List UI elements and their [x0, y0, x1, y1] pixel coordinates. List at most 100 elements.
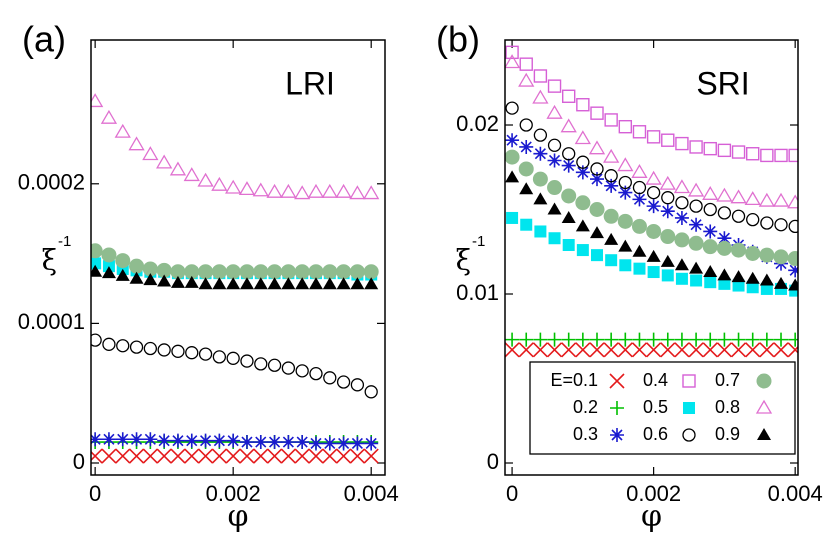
marker-plus — [519, 332, 534, 347]
marker-star — [561, 158, 576, 173]
y-tick-label: 0.0001 — [18, 309, 85, 334]
marker-square — [690, 274, 703, 287]
marker-triangle-open — [518, 72, 535, 87]
panel: (b) SRI ξ-1 φ 0 0.01 0.02 0 0.002 0.004 E=0.1 0.2 0.… — [436, 19, 823, 534]
marker-triangle — [350, 277, 365, 290]
marker-triangle-open — [349, 185, 366, 200]
x-axis-label: φ — [227, 499, 248, 534]
marker-star — [632, 192, 647, 207]
marker-triangle-open — [91, 93, 104, 108]
marker-circle-open — [576, 155, 590, 169]
marker-square-open — [590, 106, 604, 120]
marker-square-open — [774, 148, 788, 163]
marker-x — [617, 342, 633, 358]
marker-triangle-open — [787, 194, 798, 209]
marker-star — [198, 433, 213, 448]
marker-square — [619, 259, 632, 272]
marker-circle — [745, 245, 761, 261]
marker-square — [732, 279, 745, 292]
marker-circle-open — [212, 350, 227, 364]
marker-x — [128, 448, 145, 464]
marker-plus — [505, 332, 520, 347]
plot-frame — [504, 39, 799, 476]
marker-plus — [759, 332, 774, 347]
marker-triangle — [184, 275, 199, 288]
marker-triangle — [533, 192, 548, 205]
marker-x — [532, 342, 548, 358]
marker-square-open — [533, 69, 548, 83]
marker-square — [647, 266, 660, 279]
marker-circle-open — [505, 101, 519, 115]
marker-triangle — [115, 268, 130, 281]
marker-circle — [547, 180, 563, 196]
marker-plus — [717, 332, 732, 347]
marker-x — [518, 342, 534, 358]
marker-x — [211, 448, 227, 464]
legend-marker — [610, 428, 624, 442]
marker-triangle — [561, 210, 576, 223]
marker-triangle-open — [574, 130, 591, 145]
marker-x — [363, 448, 379, 464]
marker-triangle-open — [294, 185, 311, 200]
marker-circle-open — [364, 385, 378, 399]
marker-square — [633, 262, 646, 275]
marker-star — [350, 436, 365, 451]
marker-square — [789, 284, 798, 297]
marker-triangle-open — [532, 89, 549, 104]
marker-triangle-open — [225, 179, 242, 194]
marker-triangle — [703, 265, 718, 278]
marker-circle-open — [185, 346, 199, 360]
marker-star — [281, 435, 296, 450]
x-tick-label: 0.004 — [344, 481, 399, 506]
y-tick-label: 0 — [73, 449, 85, 474]
marker-triangle — [143, 273, 158, 286]
legend-label: 0.4 — [643, 370, 668, 390]
marker-circle — [225, 264, 241, 280]
marker-x — [239, 448, 255, 464]
marker-x — [322, 448, 338, 464]
marker-square-open — [561, 89, 576, 103]
legend-label: 0.9 — [715, 424, 740, 444]
marker-plus — [547, 332, 562, 347]
marker-triangle-open — [197, 172, 214, 187]
marker-triangle-open — [266, 183, 283, 198]
marker-circle-open — [533, 128, 548, 142]
annotation: SRI — [696, 65, 749, 101]
marker-triangle-open — [211, 176, 228, 191]
marker-triangle — [239, 277, 254, 290]
marker-triangle-open — [588, 140, 606, 155]
marker-circle — [198, 264, 214, 280]
marker-circle — [239, 264, 255, 280]
marker-circle — [349, 264, 365, 280]
marker-circle — [170, 264, 186, 280]
marker-circle-open — [689, 199, 703, 213]
marker-triangle — [519, 182, 534, 195]
marker-circle — [575, 195, 591, 211]
marker-plus — [575, 332, 590, 347]
marker-triangle-open — [603, 148, 620, 163]
marker-square-open — [788, 148, 798, 163]
marker-x — [787, 342, 798, 358]
marker-triangle — [322, 277, 337, 290]
marker-circle-open — [102, 337, 116, 351]
marker-circle — [156, 262, 172, 278]
marker-x — [674, 342, 690, 358]
marker-square-open — [618, 119, 633, 134]
marker-triangle-open — [673, 179, 691, 194]
marker-star — [689, 217, 704, 232]
marker-circle-open — [788, 219, 798, 234]
marker-square-open — [760, 148, 774, 163]
marker-circle — [336, 264, 352, 280]
marker-star — [115, 432, 130, 447]
marker-circle — [716, 240, 732, 256]
marker-square-open — [703, 141, 717, 156]
marker-circle-open — [703, 202, 717, 217]
marker-square — [562, 238, 575, 251]
marker-plus — [561, 332, 576, 347]
marker-circle — [518, 161, 534, 177]
marker-circle — [660, 229, 676, 245]
marker-square-open — [505, 45, 519, 60]
legend-label: 0.6 — [643, 424, 668, 444]
panel-label: (b) — [436, 19, 480, 60]
marker-x — [730, 342, 747, 358]
